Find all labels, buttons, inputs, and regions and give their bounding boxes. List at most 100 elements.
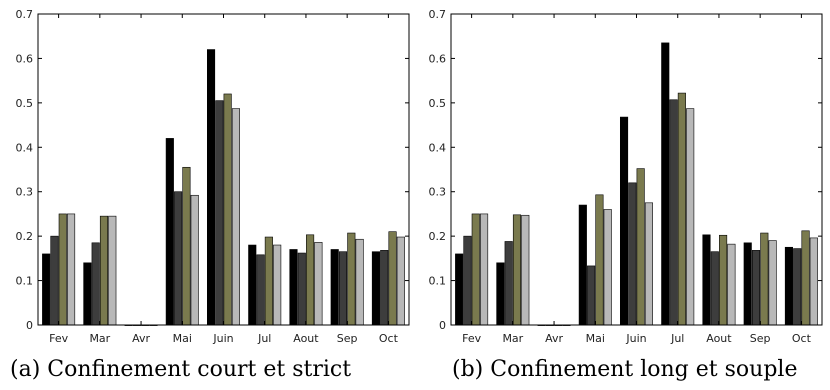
- y-tick-label: 0.4: [429, 141, 447, 154]
- bar: [480, 213, 489, 326]
- chart-panel-a: 0 0.1 0.2 0.3 0.4 0.5 0.6 0.7 Fev Mar Avr Mai Juin Ju…: [16, 8, 410, 345]
- y-tick-label: 0.1: [429, 275, 447, 288]
- bar: [636, 168, 645, 326]
- bar: [215, 100, 224, 326]
- bar: [727, 243, 736, 326]
- bar: [628, 182, 637, 326]
- y-tick-label: 0.2: [429, 230, 447, 243]
- bar: [587, 265, 596, 326]
- x-tick-label: Fev: [462, 332, 481, 345]
- x-tick-label: Jul: [257, 332, 271, 345]
- x-tick-label: Avr: [545, 332, 563, 345]
- bar: [669, 99, 678, 326]
- bar: [595, 194, 604, 326]
- bar: [619, 116, 629, 326]
- x-tick-label: Mai: [173, 332, 192, 345]
- y-tick-label: 0.3: [429, 186, 447, 199]
- bar: [719, 234, 728, 326]
- x-tick-label: Oct: [379, 332, 399, 345]
- bar: [347, 232, 356, 326]
- bar: [83, 262, 92, 326]
- bar: [388, 231, 397, 326]
- y-tick-label: 0.5: [16, 97, 34, 110]
- bar: [256, 254, 265, 326]
- bar: [677, 92, 686, 326]
- y-tick-label: 0.1: [16, 275, 34, 288]
- bar: [190, 194, 199, 326]
- x-tick-label: Juin: [212, 332, 233, 345]
- bar: [661, 42, 670, 326]
- bar: [297, 252, 306, 326]
- y-tick-label: 0.6: [16, 52, 34, 65]
- bar: [751, 250, 761, 326]
- bar: [371, 251, 380, 326]
- y-tick-label: 0.7: [429, 8, 447, 21]
- y-tick-label: 0.2: [16, 230, 34, 243]
- bar: [264, 236, 273, 326]
- bar: [496, 262, 505, 326]
- x-tick-label: Sep: [337, 332, 358, 345]
- bar: [644, 202, 654, 326]
- caption-b: (b) Confinement long et souple: [452, 357, 797, 382]
- y-tick-label: 0: [439, 319, 446, 332]
- bar: [207, 49, 216, 326]
- y-tick-label: 0: [26, 319, 33, 332]
- bar: [91, 242, 100, 326]
- bar: [289, 249, 298, 326]
- x-tick-label: Avr: [132, 332, 150, 345]
- x-tick-label: Mar: [502, 332, 523, 345]
- bar: [306, 234, 315, 326]
- bar: [686, 108, 695, 326]
- bar: [760, 232, 769, 326]
- bar: [463, 235, 472, 326]
- bar: [396, 236, 405, 326]
- y-tick-label: 0.4: [16, 141, 34, 154]
- bar: [743, 242, 752, 326]
- bar: [67, 213, 76, 326]
- bar: [248, 244, 257, 326]
- x-tick-label: Aout: [293, 332, 319, 345]
- chart-panel-b: 0 0.1 0.2 0.3 0.4 0.5 0.6 0.7 Fev Mar Avr Mai Juin Ju…: [429, 8, 823, 345]
- bar: [578, 204, 587, 326]
- bar: [50, 235, 59, 326]
- bar: [784, 246, 793, 326]
- bar: [702, 234, 711, 326]
- bar: [768, 240, 777, 326]
- y-tick-label: 0.5: [429, 97, 447, 110]
- bar: [314, 242, 323, 326]
- bar: [174, 191, 183, 326]
- bar: [231, 108, 240, 326]
- bar: [42, 253, 51, 326]
- bar: [809, 237, 818, 326]
- bar: [108, 215, 117, 326]
- bar: [165, 138, 174, 326]
- bar: [793, 248, 802, 326]
- bar: [455, 253, 464, 326]
- caption-a: (a) Confinement court et strict: [10, 357, 351, 382]
- bar: [182, 166, 191, 326]
- bar: [603, 209, 612, 326]
- x-tick-label: Mar: [89, 332, 110, 345]
- x-tick-label: Sep: [750, 332, 771, 345]
- x-tick-label: Fev: [49, 332, 68, 345]
- bar: [273, 244, 282, 326]
- bar: [710, 251, 719, 326]
- x-tick-label: Aout: [706, 332, 732, 345]
- bar: [521, 214, 530, 326]
- x-tick-label: Juin: [625, 332, 646, 345]
- bar: [471, 213, 480, 326]
- x-tick-label: Mai: [586, 332, 605, 345]
- bar: [338, 251, 348, 326]
- bar: [330, 249, 339, 326]
- plot-frame: [37, 13, 410, 326]
- x-tick-label: Oct: [792, 332, 812, 345]
- bar: [58, 213, 67, 326]
- x-tick-label: Jul: [670, 332, 684, 345]
- bar: [801, 230, 810, 326]
- bar: [512, 214, 522, 326]
- bar: [504, 241, 513, 326]
- bar: [355, 238, 364, 326]
- y-tick-label: 0.3: [16, 186, 34, 199]
- y-tick-label: 0.7: [16, 8, 34, 21]
